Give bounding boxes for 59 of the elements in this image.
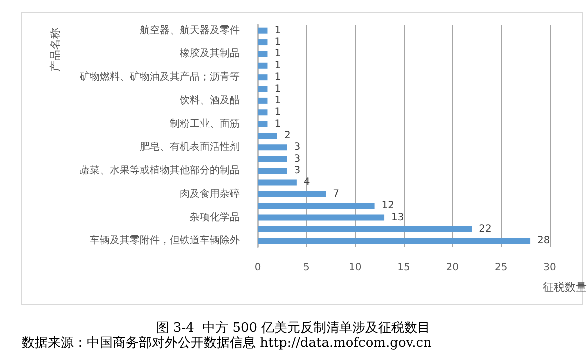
bar [258, 51, 268, 58]
data-label: 22 [479, 224, 492, 235]
bar [258, 86, 268, 92]
bar [258, 74, 268, 81]
bar [258, 40, 268, 46]
bar [258, 191, 326, 198]
bar [258, 133, 278, 139]
bar [258, 238, 531, 244]
y-tick-label: 制粉工业、面筋 [170, 118, 240, 130]
bar [258, 121, 268, 128]
bar [258, 203, 375, 210]
text: 图 3-4 中方 500 亿美元反制清单涉及征税数目 [156, 320, 431, 336]
bar [258, 180, 297, 186]
data-label: 1 [274, 37, 282, 48]
x-tick-label: 15 [398, 262, 410, 274]
y-tick-label: 肉及食用杂碎 [180, 188, 240, 200]
bar [258, 156, 288, 162]
data-label: 1 [274, 72, 282, 84]
bar [258, 62, 268, 69]
data-label: 28 [538, 236, 550, 247]
data-label: 13 [392, 212, 404, 224]
bar [258, 28, 268, 34]
y-axis-title: 产品名称 [49, 28, 62, 72]
x-tick-label: 30 [544, 262, 556, 274]
bar [258, 110, 268, 116]
data-label: 12 [382, 200, 395, 212]
x-tick-label: 10 [348, 262, 362, 274]
data-label: 1 [274, 84, 282, 95]
data-label: 7 [333, 188, 340, 200]
data-label: 1 [274, 48, 282, 60]
bar [258, 214, 385, 221]
data-label: 1 [274, 25, 282, 36]
data-label: 3 [294, 154, 301, 165]
y-tick-label: 肥皂、有机表面活性剂 [140, 141, 240, 154]
data-label: 1 [274, 118, 282, 130]
y-tick-label: 蔬菜、水果等或植物其他部分的制品 [80, 164, 240, 177]
y-tick-label: 矿物燃料、矿物油及其产品；沥青等 [79, 71, 240, 84]
x-axis-title: 征税数量 [543, 281, 587, 294]
x-tick-label: 25 [494, 262, 508, 274]
data-label: 2 [284, 130, 291, 142]
bar [258, 226, 472, 232]
y-tick-label: 航空器、航天器及零件 [140, 24, 240, 36]
data-label: 4 [304, 177, 310, 188]
data-label: 1 [274, 95, 282, 106]
data-label: 3 [294, 166, 301, 177]
y-tick-label: 车辆及其零附件，但铁道车辆除外 [90, 234, 240, 247]
bar [258, 168, 288, 174]
x-tick-label: 20 [446, 262, 460, 274]
y-tick-label: 橡胶及其制品 [180, 48, 240, 60]
data-label: 1 [274, 107, 282, 118]
data-label: 3 [294, 142, 301, 154]
data-label: 1 [274, 60, 282, 72]
x-tick-label: 5 [303, 262, 310, 274]
y-tick-label: 饮料、酒及醋 [179, 94, 240, 106]
y-tick-label: 杂项化学品 [190, 211, 240, 224]
source-note: 数据来源：中国商务部对外公开数据信息 http://data.mofcom.gov.cn [22, 336, 432, 351]
bar [258, 144, 288, 151]
bar [258, 98, 268, 104]
x-tick-label: 0 [254, 262, 262, 274]
